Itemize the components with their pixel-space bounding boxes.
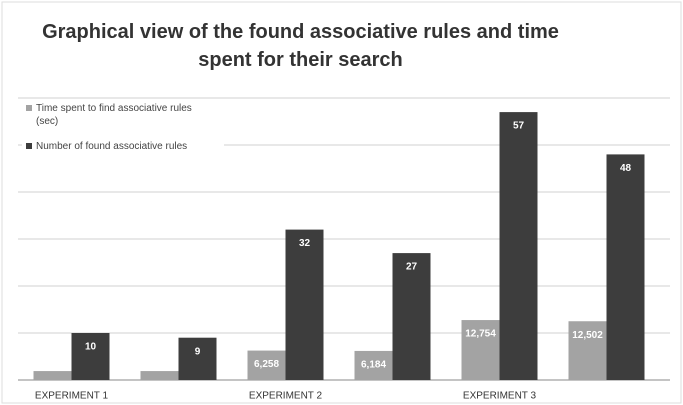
data-label: 6,258 bbox=[254, 359, 279, 370]
data-label: 12,502 bbox=[572, 330, 603, 341]
data-label: 10 bbox=[85, 342, 97, 353]
bar bbox=[140, 371, 179, 380]
bar bbox=[499, 112, 538, 380]
x-tick-label: EXPERIMENT 2 bbox=[249, 391, 323, 402]
legend-swatch bbox=[26, 143, 32, 149]
bar bbox=[285, 229, 324, 380]
bar bbox=[392, 253, 431, 380]
bar bbox=[354, 350, 393, 380]
legend-label: Time spent to find associative rules (sec… bbox=[36, 103, 192, 127]
chart-title: Graphical view of the found associative … bbox=[42, 21, 559, 71]
x-tick-label: EXPERIMENT 3 bbox=[463, 391, 537, 402]
data-label: 27 bbox=[406, 262, 418, 273]
data-label: 12,754 bbox=[465, 329, 496, 340]
data-label: 6,184 bbox=[361, 360, 386, 371]
bar bbox=[568, 321, 607, 380]
bar bbox=[606, 154, 645, 380]
data-label: 32 bbox=[299, 238, 311, 249]
x-tick-label: EXPERIMENT 1 bbox=[35, 391, 109, 402]
legend-box bbox=[22, 100, 224, 172]
bar bbox=[247, 350, 286, 380]
bar bbox=[33, 371, 72, 380]
data-label: 57 bbox=[513, 121, 525, 132]
legend-label: Number of found associative rules bbox=[36, 141, 187, 152]
data-label: 48 bbox=[620, 163, 632, 174]
data-label: 9 bbox=[195, 346, 201, 357]
bar bbox=[178, 337, 217, 380]
bar bbox=[71, 333, 110, 380]
bar bbox=[461, 320, 500, 380]
legend-swatch bbox=[26, 105, 32, 111]
